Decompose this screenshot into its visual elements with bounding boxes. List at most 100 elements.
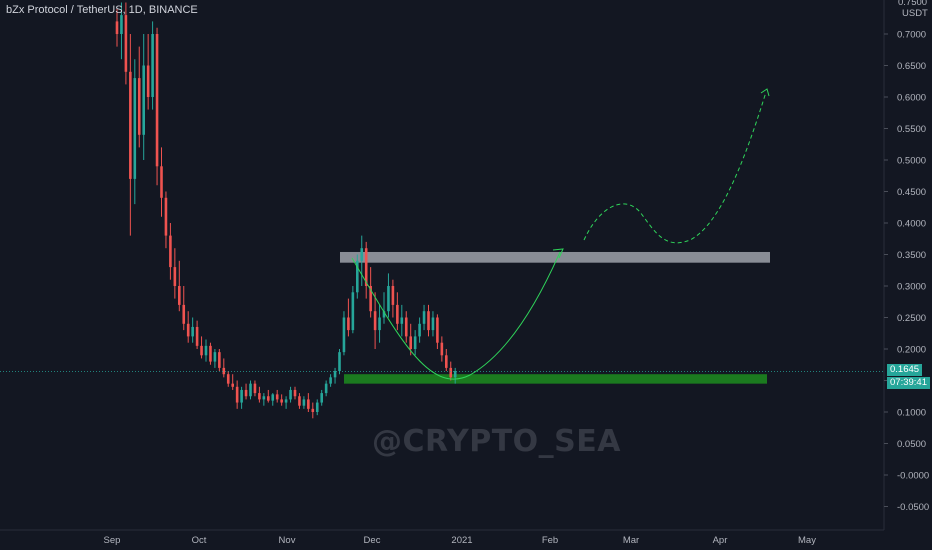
price-tick-label: -0.0000 [897, 471, 929, 482]
candle-body [115, 21, 119, 34]
candle-body [360, 248, 364, 261]
time-axis[interactable]: Sep Oct Nov Dec 2021 Feb Mar Apr May [104, 535, 817, 546]
chart-title: bZx Protocol / TetherUS, 1D, BINANCE [6, 4, 198, 16]
price-tick-label: 0.2000 [897, 345, 926, 356]
candle-body [249, 383, 252, 397]
candle-body [315, 402, 319, 412]
candle-body [133, 78, 137, 179]
candle-body [182, 304, 186, 324]
candle-body [445, 355, 448, 368]
candle-body [146, 65, 150, 97]
candle-body [342, 317, 346, 353]
candle-body [391, 286, 395, 305]
time-tick-label: 2021 [451, 535, 472, 546]
candle-body [333, 371, 337, 378]
candle-body [178, 286, 181, 305]
candle-body [191, 326, 194, 337]
price-tick-label: -0.0500 [897, 502, 929, 513]
time-tick-label: Sep [104, 535, 121, 546]
candle-body [373, 311, 377, 331]
candle-body [449, 367, 453, 378]
candle-body [440, 342, 444, 356]
candle-body [396, 304, 399, 324]
candle-body [253, 383, 257, 394]
candle-body [329, 377, 332, 384]
future-projection-arrowhead [760, 88, 770, 97]
time-tick-label: May [798, 535, 816, 546]
candle-body [137, 78, 141, 135]
candle-body [378, 317, 381, 331]
candle-body [129, 71, 132, 179]
candle-body [218, 352, 221, 368]
candle-body [436, 317, 439, 343]
time-tick-label: Dec [364, 535, 381, 546]
candle-body [338, 352, 341, 372]
candle-body [142, 65, 145, 135]
candle-body [307, 399, 310, 409]
candle-body [298, 396, 301, 406]
candle-body [453, 371, 457, 378]
candle-body [258, 393, 261, 400]
candle-body [213, 352, 217, 362]
price-axis-top-label: 0.7500 [898, 0, 927, 8]
candle-body [151, 34, 154, 97]
time-tick-label: Oct [192, 535, 207, 546]
candle-body [320, 393, 323, 403]
price-tick-label: 0.0500 [897, 439, 926, 450]
candle-body [164, 197, 168, 236]
candle-body [173, 267, 177, 286]
candle-body [235, 386, 239, 403]
candle-body [226, 374, 230, 384]
price-tick-label: 0.5500 [897, 124, 926, 135]
price-tick-label: 0.4500 [897, 187, 926, 198]
time-tick-label: Apr [713, 535, 728, 546]
countdown-badge: 07:39:41 [887, 377, 930, 389]
candle-body [427, 311, 430, 331]
cup-projection-curve[interactable] [351, 251, 561, 380]
price-tick-label: 0.5000 [897, 156, 926, 167]
candle-body [271, 394, 275, 401]
candle-body [155, 34, 159, 167]
candle-body [364, 248, 368, 286]
candle-body [124, 15, 128, 72]
cup-projection-arrowhead [552, 248, 564, 259]
watermark: @CRYPTO_SEA [372, 424, 621, 459]
time-tick-label: Nov [279, 535, 296, 546]
candle-body [382, 311, 386, 318]
candle-body [324, 383, 328, 394]
candle-body [293, 389, 297, 397]
support-zone[interactable] [344, 374, 767, 384]
resistance-zone[interactable] [340, 251, 770, 263]
candle-body [404, 317, 408, 337]
candle-body [356, 260, 359, 293]
price-axis[interactable]: 0.7000 0.6500 0.6000 0.5500 0.5000 0.4500 0.40… [884, 30, 929, 514]
price-tick-label: 0.7000 [897, 30, 926, 41]
candle-body [400, 317, 404, 324]
candle-body [240, 389, 243, 403]
candlestick-series [115, 2, 457, 419]
candle-body [409, 336, 412, 349]
candle-body [267, 396, 270, 401]
candle-body [200, 345, 203, 356]
candle-body [280, 399, 283, 403]
candle-body [413, 336, 417, 349]
candle-body [262, 396, 266, 400]
price-tick-label: 0.3000 [897, 282, 926, 293]
candle-body [302, 399, 306, 406]
candle-body [351, 292, 355, 331]
candle-body [347, 317, 350, 331]
price-tick-label: 0.6000 [897, 93, 926, 104]
candle-body [418, 323, 421, 337]
candle-body [275, 394, 279, 400]
candle-body [244, 389, 248, 397]
candle-body [169, 235, 172, 268]
candle-body [311, 408, 315, 412]
candle-body [195, 326, 199, 346]
candle-body [222, 367, 226, 375]
future-projection-curve[interactable] [583, 91, 767, 244]
candle-body [231, 383, 234, 387]
time-tick-label: Mar [623, 535, 639, 546]
candle-body [209, 345, 212, 362]
candle-body [204, 345, 208, 356]
